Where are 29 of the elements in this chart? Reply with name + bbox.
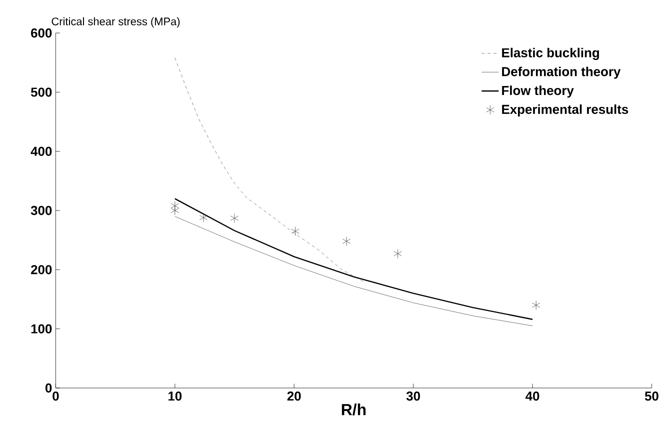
y-tick-label: 500 — [30, 88, 52, 97]
point — [291, 226, 300, 236]
y-tick-label: 100 — [31, 324, 52, 334]
y-tick-label: 300 — [30, 206, 52, 216]
legend-label: Experimental results — [502, 104, 628, 116]
point — [394, 249, 402, 258]
point — [342, 236, 351, 246]
x-axis-title: R/h — [342, 404, 366, 416]
y-tick-label: 400 — [30, 146, 52, 156]
legend-label: Elastic buckling — [502, 48, 599, 60]
y-tick-label: 200 — [31, 265, 52, 274]
x-tick-label: 20 — [287, 392, 301, 401]
x-tick-label: 40 — [526, 392, 540, 401]
line-series — [174, 198, 534, 320]
point — [170, 206, 179, 216]
point — [170, 201, 179, 210]
point — [230, 214, 239, 223]
x-tick-label: 0 — [52, 392, 59, 401]
point — [532, 300, 540, 310]
legend-label: Flow theory — [502, 86, 574, 98]
x-tick-label: 30 — [406, 392, 420, 401]
y-tick-label: 0 — [45, 383, 52, 393]
y-axis-title: Critical shear stress (MPa) — [52, 17, 180, 28]
line-series — [174, 216, 533, 326]
y-tick-label: 600 — [31, 28, 52, 38]
x-tick-label: 10 — [168, 392, 182, 401]
x-tick-label: 50 — [644, 392, 658, 401]
point — [199, 212, 208, 222]
legend-label: Deformation theory — [502, 66, 621, 79]
